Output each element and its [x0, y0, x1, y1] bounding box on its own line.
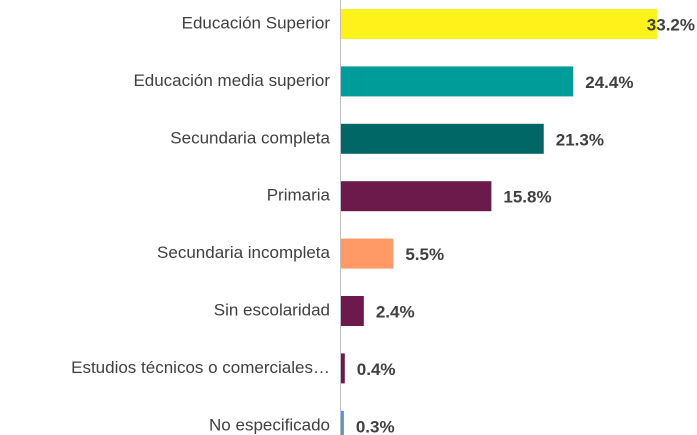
bar: [341, 238, 394, 269]
value-label: 0.3%: [356, 417, 395, 435]
category-label: Primaria: [267, 186, 331, 205]
bar: [341, 181, 492, 212]
value-label: 0.4%: [357, 360, 396, 379]
bar: [341, 410, 344, 435]
value-label: 5.5%: [405, 245, 444, 264]
category-label: Estudios técnicos o comerciales…: [71, 358, 330, 377]
bar: [341, 296, 364, 326]
value-label: 2.4%: [376, 302, 415, 321]
bar: [341, 9, 657, 39]
value-label: 21.3%: [556, 130, 604, 149]
value-label: 15.8%: [503, 188, 551, 207]
value-label: 24.4%: [585, 73, 633, 92]
category-label: Sin escolaridad: [214, 300, 330, 319]
category-label: Secundaria incompleta: [157, 243, 330, 262]
bar: [341, 123, 544, 154]
bar: [341, 66, 574, 97]
category-label: Educación Superior: [182, 13, 331, 32]
category-label: No especificado: [209, 415, 330, 434]
category-label: Secundaria completa: [170, 128, 330, 147]
bar: [341, 353, 345, 384]
category-label: Educación media superior: [133, 71, 330, 90]
value-label: 33.2%: [647, 15, 695, 34]
